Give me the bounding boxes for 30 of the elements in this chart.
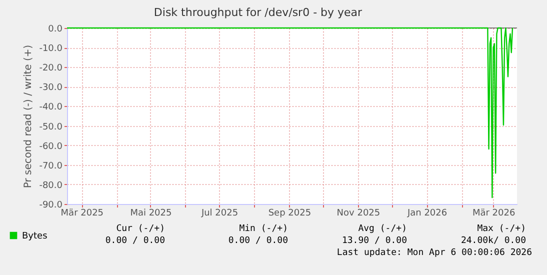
text: 24.00k/ 0.00 [460,236,526,246]
y-tick-label: 0.0 [48,24,63,34]
x-tick-label: Jan 2026 [406,208,448,218]
text: Cur (-/+) [116,224,165,234]
x-tick-label: Nov 2025 [336,208,380,218]
legend-label: Bytes [22,232,48,242]
x-tick-label: Mär 2026 [472,208,516,218]
y-tick-label: -50.0 [39,122,63,132]
y-tick-label: -20.0 [39,64,63,74]
text: Max (-/+) [477,224,526,234]
text: 0.00 / 0.00 [228,236,288,246]
text: Min (-/+) [239,224,288,234]
text: Last update: Mon Apr 6 00:00:06 2026 [336,248,532,258]
x-tick-label: Sep 2025 [268,208,312,218]
y-tick-label: -90.0 [39,200,63,210]
y-tick-label: -40.0 [39,102,63,113]
line-series [66,27,514,198]
text: 0.00 / 0.00 [105,236,165,246]
y-tick-label: -30.0 [39,83,63,94]
text: Avg (-/+) [358,224,407,234]
x-tick-label: Mai 2025 [130,208,172,218]
y-tick-label: -80.0 [39,180,63,191]
y-axis-title: Pr second read (-) / write (+) [23,44,34,188]
y-tick-label: -10.0 [39,44,63,54]
y-tick-label: -60.0 [39,142,63,152]
x-tick-label: Jul 2025 [200,208,238,218]
y-tick-label: -70.0 [39,161,63,172]
chart-title: Disk throughput for /dev/sr0 - by year [154,6,363,19]
text: 13.90 / 0.00 [342,236,407,246]
x-tick-label: Mär 2025 [60,208,104,218]
